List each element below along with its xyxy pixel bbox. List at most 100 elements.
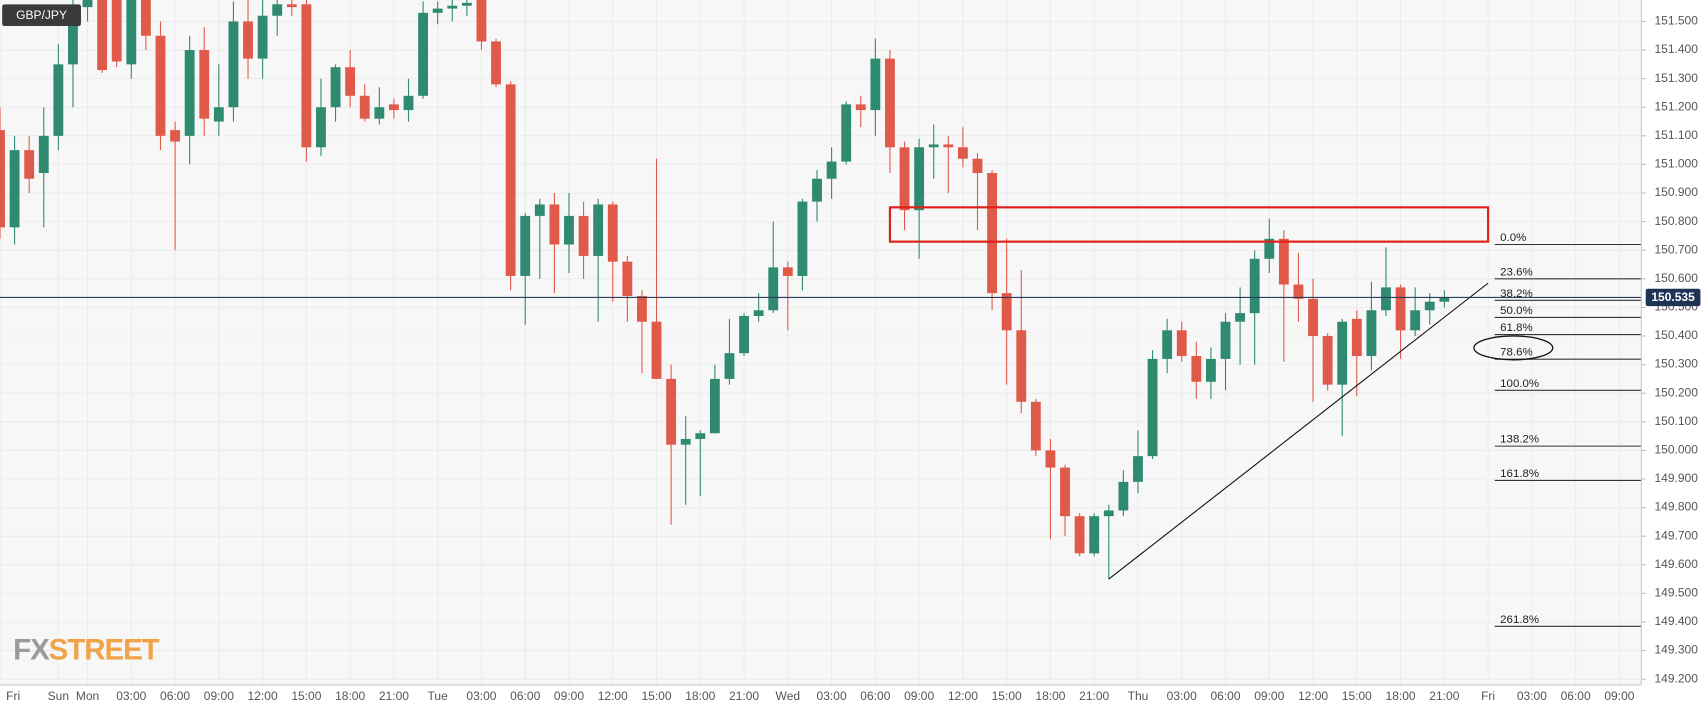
candle-body xyxy=(9,150,20,228)
candle-body xyxy=(140,0,151,36)
candle-body xyxy=(1439,297,1450,302)
y-tick-label: 150.600 xyxy=(1654,271,1698,285)
trendline xyxy=(1108,282,1489,580)
candle-body xyxy=(841,104,852,162)
fib-label: 138.2% xyxy=(1500,434,1539,446)
fib-label: 78.6% xyxy=(1500,347,1533,359)
x-tick-label: 06:00 xyxy=(1210,689,1240,703)
candle-body xyxy=(505,84,516,276)
y-tick-label: 151.100 xyxy=(1654,128,1698,142)
candle-body xyxy=(812,178,822,202)
candle-body xyxy=(943,144,954,148)
candle-body xyxy=(987,173,998,294)
candle-body xyxy=(593,204,604,256)
candle-body xyxy=(476,0,487,42)
x-tick-label: 15:00 xyxy=(992,689,1022,703)
candle-body xyxy=(1205,358,1216,382)
candle-body xyxy=(1308,298,1318,337)
candle-body xyxy=(957,147,968,159)
fib-label: 161.8% xyxy=(1500,468,1539,480)
x-tick-label: Wed xyxy=(776,689,801,703)
x-tick-label: 12:00 xyxy=(248,689,278,703)
y-tick-label: 149.200 xyxy=(1654,671,1698,685)
candle-body xyxy=(607,204,618,262)
candle-body xyxy=(111,0,122,62)
x-tick-label: 06:00 xyxy=(860,689,890,703)
x-tick-label: 12:00 xyxy=(948,689,978,703)
x-tick-label: Mon xyxy=(76,689,99,703)
y-tick-label: 150.200 xyxy=(1654,385,1698,399)
x-tick-label: 21:00 xyxy=(729,689,759,703)
candle-body xyxy=(286,4,297,8)
candle-body xyxy=(1322,336,1333,385)
candle-body xyxy=(1162,330,1173,359)
candle-body xyxy=(768,267,779,311)
candle-body xyxy=(928,144,939,148)
candle-body xyxy=(739,316,749,354)
y-tick-label: 151.200 xyxy=(1654,99,1698,113)
highlight-ellipse xyxy=(1473,335,1554,361)
fib-label: 23.6% xyxy=(1500,266,1533,278)
logo-street: STREET xyxy=(49,633,160,666)
fib-label: 38.2% xyxy=(1500,288,1533,300)
candle-body xyxy=(1249,258,1260,314)
candle-body xyxy=(82,0,93,8)
candle-body xyxy=(199,50,210,119)
last-price-box xyxy=(1645,288,1701,307)
fib-label: 100.0% xyxy=(1500,378,1539,390)
candle-body xyxy=(170,130,180,142)
candle-body xyxy=(1278,238,1289,285)
fib-label: 261.8% xyxy=(1500,614,1539,626)
candle-body xyxy=(1191,356,1202,382)
y-tick-label: 149.300 xyxy=(1654,643,1698,657)
x-tick-label: 12:00 xyxy=(1298,689,1328,703)
x-tick-label: 09:00 xyxy=(1604,689,1634,703)
y-tick-label: 149.600 xyxy=(1654,557,1698,571)
x-tick-label: 09:00 xyxy=(554,689,584,703)
candles xyxy=(0,0,1450,580)
last-price-label: 150.535 xyxy=(1651,290,1695,304)
candle-body xyxy=(257,15,268,59)
candle-body xyxy=(870,58,881,111)
x-tick-label: 09:00 xyxy=(204,689,234,703)
x-tick-label: 21:00 xyxy=(1429,689,1459,703)
x-tick-label: 18:00 xyxy=(1035,689,1065,703)
candle-body xyxy=(797,201,808,276)
ticker-box xyxy=(2,4,81,27)
candle-body xyxy=(1410,310,1421,331)
candle-body xyxy=(316,107,326,148)
candle-body xyxy=(1045,450,1056,468)
y-tick-label: 150.000 xyxy=(1654,443,1698,457)
y-tick-label: 150.800 xyxy=(1654,214,1698,228)
candle-body xyxy=(1074,516,1085,554)
candle-body xyxy=(418,12,429,96)
candle-body xyxy=(126,0,137,65)
candle-body xyxy=(549,204,560,245)
candle-body xyxy=(782,267,793,276)
candle-body xyxy=(374,107,385,119)
y-tick-label: 150.900 xyxy=(1654,185,1698,199)
x-tick-label: 15:00 xyxy=(291,689,321,703)
x-tick-label: 18:00 xyxy=(1386,689,1416,703)
candle-body xyxy=(855,104,866,111)
candle-body xyxy=(24,150,35,179)
x-tick-label: 06:00 xyxy=(510,689,540,703)
x-tick-label: Fri xyxy=(6,689,20,703)
y-tick-label: 149.700 xyxy=(1654,528,1698,542)
candle-body xyxy=(1089,516,1100,554)
x-tick-label: 09:00 xyxy=(904,689,934,703)
x-tick-label: 03:00 xyxy=(1517,689,1547,703)
candle-body xyxy=(228,21,239,108)
y-tick-label: 149.800 xyxy=(1654,500,1698,514)
candle-body xyxy=(680,438,691,445)
candle-body xyxy=(695,433,706,439)
candle-body xyxy=(359,95,370,119)
candle-body xyxy=(1147,358,1158,457)
y-tick-label: 149.400 xyxy=(1654,614,1698,628)
candle-body xyxy=(753,310,764,317)
x-tick-label: 21:00 xyxy=(379,689,409,703)
candle-body xyxy=(1395,287,1406,331)
x-tick-label: Thu xyxy=(1128,689,1149,703)
x-tick-label: 21:00 xyxy=(1079,689,1109,703)
candle-body xyxy=(651,321,662,379)
